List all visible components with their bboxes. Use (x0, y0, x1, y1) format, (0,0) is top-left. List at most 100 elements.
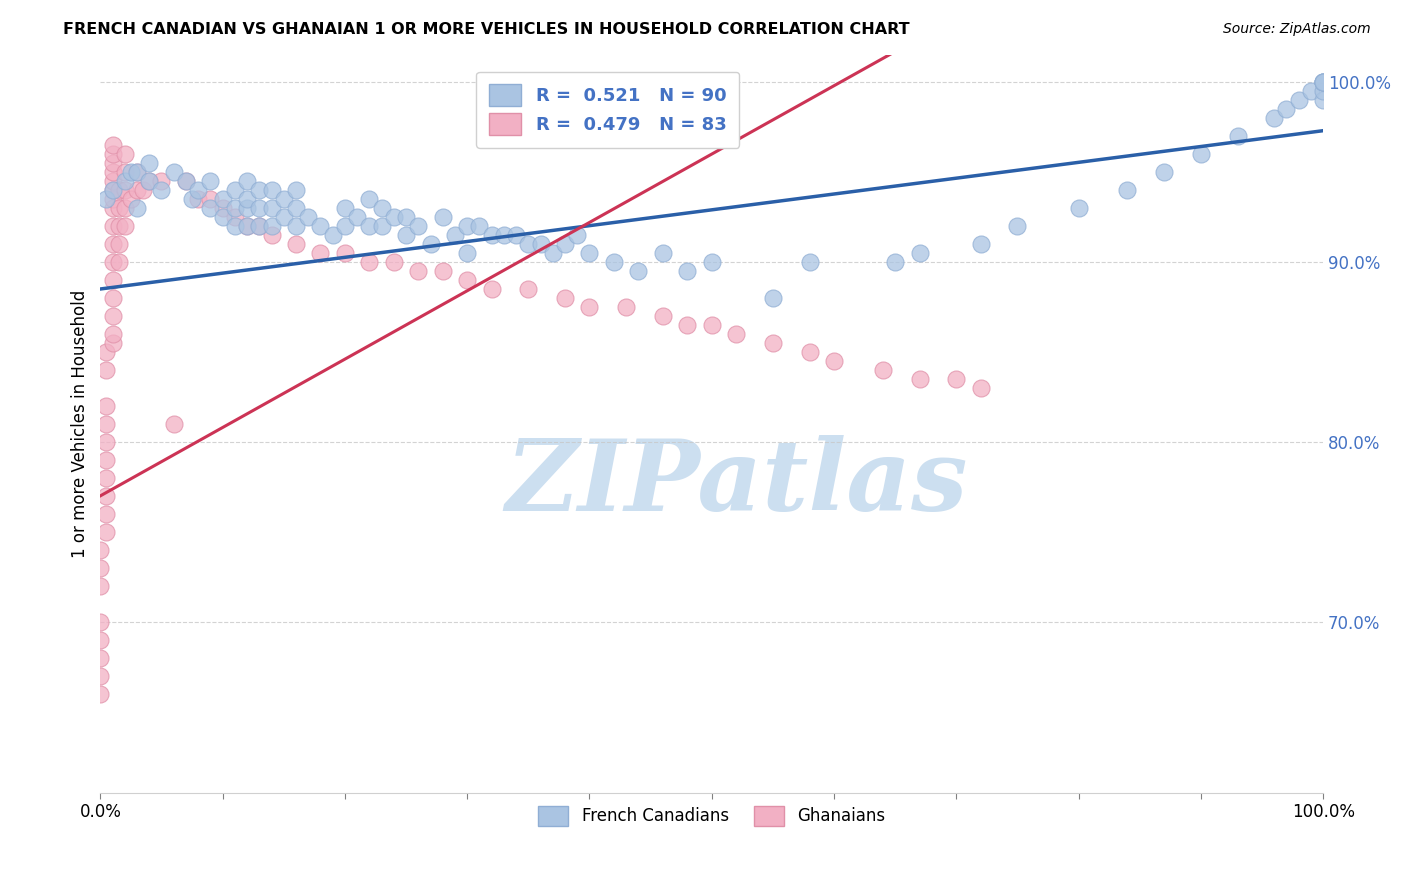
Point (96, 471, 118, 485)
Point (285, 183, 308, 197)
Point (627, 264, 650, 278)
Point (432, 264, 454, 278)
Point (101, 183, 124, 197)
Point (236, 201, 259, 215)
Point (107, 183, 129, 197)
Point (260, 219, 283, 233)
Point (309, 219, 332, 233)
Point (107, 237, 129, 252)
Point (125, 165, 148, 179)
Point (114, 219, 136, 233)
Point (114, 183, 136, 197)
Text: Source: ZipAtlas.com: Source: ZipAtlas.com (1223, 22, 1371, 37)
Point (395, 227, 418, 242)
Point (700, 318, 723, 332)
Point (101, 273, 124, 287)
Point (101, 255, 124, 269)
Point (1312, 84, 1334, 98)
Point (120, 165, 142, 179)
Point (970, 381, 993, 395)
Point (247, 219, 270, 233)
Point (89, 632, 111, 647)
Point (101, 201, 124, 215)
Point (260, 227, 283, 242)
Point (823, 354, 845, 368)
Point (247, 183, 270, 197)
Point (1312, 75, 1334, 89)
Point (89, 650, 111, 665)
Point (181, 192, 204, 206)
Point (285, 219, 308, 233)
Point (444, 227, 467, 242)
Point (236, 219, 259, 233)
Point (1312, 75, 1334, 89)
Point (603, 255, 626, 269)
Point (114, 165, 136, 179)
Point (132, 183, 155, 197)
Point (101, 174, 124, 188)
Point (333, 201, 356, 215)
Point (200, 192, 222, 206)
Point (114, 201, 136, 215)
Point (125, 201, 148, 215)
Point (370, 219, 392, 233)
Point (541, 246, 564, 260)
Point (150, 174, 173, 188)
Point (101, 165, 124, 179)
Point (1226, 129, 1249, 144)
Point (211, 201, 233, 215)
Point (406, 264, 429, 278)
Point (247, 201, 270, 215)
Point (101, 237, 124, 252)
Point (370, 201, 392, 215)
Point (138, 174, 160, 188)
Point (89, 615, 111, 629)
Point (382, 255, 405, 269)
Point (1116, 183, 1139, 197)
Point (96, 507, 118, 521)
Point (1153, 165, 1175, 179)
Point (224, 219, 246, 233)
Point (456, 246, 478, 260)
Point (799, 345, 821, 359)
Point (700, 255, 723, 269)
Point (492, 227, 515, 242)
Point (481, 282, 503, 296)
Point (1288, 93, 1310, 107)
Point (107, 201, 129, 215)
Point (1312, 93, 1334, 107)
Point (96, 453, 118, 467)
Point (260, 183, 283, 197)
Point (432, 210, 454, 224)
Point (517, 282, 540, 296)
Legend: French Canadians, Ghanaians: French Canadians, Ghanaians (529, 796, 896, 836)
Point (567, 227, 589, 242)
Point (120, 192, 142, 206)
Point (554, 237, 576, 252)
Point (309, 246, 332, 260)
Point (1312, 75, 1334, 89)
Point (96, 399, 118, 413)
Point (107, 219, 129, 233)
Point (101, 219, 124, 233)
Point (96, 434, 118, 449)
Point (89, 542, 111, 557)
Point (224, 201, 246, 215)
Point (970, 237, 993, 252)
Point (236, 174, 259, 188)
Point (333, 219, 356, 233)
Point (505, 227, 527, 242)
Point (872, 363, 894, 377)
Point (297, 210, 319, 224)
Point (456, 219, 478, 233)
Point (101, 156, 124, 170)
Point (481, 227, 503, 242)
Point (114, 174, 136, 188)
Point (96, 489, 118, 503)
Point (578, 300, 600, 314)
Point (96, 524, 118, 539)
Point (517, 237, 540, 252)
Point (96, 417, 118, 431)
Point (1189, 147, 1212, 161)
Point (163, 165, 186, 179)
